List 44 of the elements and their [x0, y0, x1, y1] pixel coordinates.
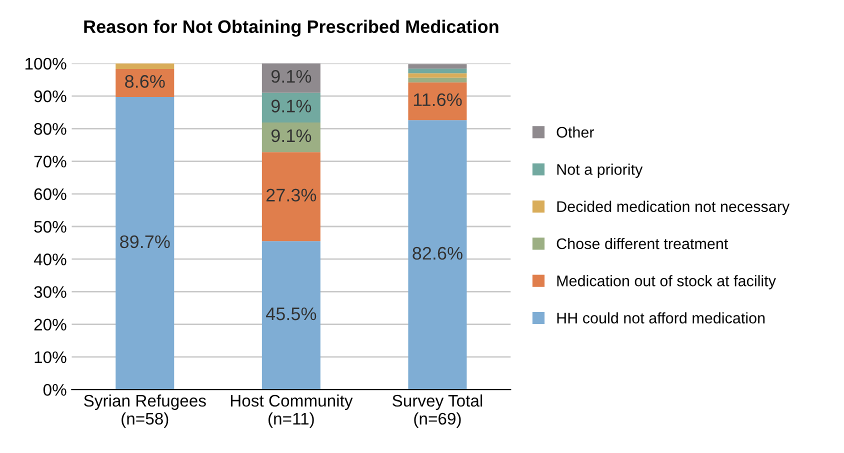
data-label: 45.5%: [266, 308, 316, 320]
legend-label: Decided medication not necessary: [557, 200, 790, 216]
legend-label: Other: [556, 126, 594, 138]
data-label: 89.7%: [120, 235, 170, 248]
chart-title: Reason for Not Obtaining Prescribed Medication: [84, 20, 498, 37]
legend-label: Medication out of stock at facility: [557, 275, 776, 290]
bar: [408, 120, 467, 390]
bar: [116, 63, 174, 69]
y-tick-label: 80%: [34, 123, 66, 135]
bar: [262, 241, 320, 390]
bar: [408, 82, 467, 120]
x-tick-label: Host Community (n=11): [230, 394, 353, 428]
y-tick-label: 100%: [26, 58, 66, 70]
bar: [408, 73, 467, 78]
data-label: 82.6%: [412, 246, 462, 260]
y-tick-label: 30%: [34, 286, 66, 298]
bar: [262, 63, 320, 93]
data-label: 27.3%: [266, 188, 316, 202]
y-tick-label: 50%: [34, 220, 66, 233]
bar: [116, 97, 174, 390]
data-label: 9.1%: [271, 129, 312, 142]
bar: [408, 64, 467, 69]
y-tick-label: 90%: [34, 90, 66, 102]
data-label: 9.1%: [271, 70, 312, 83]
y-tick-label: 40%: [34, 254, 66, 266]
bar: [116, 68, 174, 98]
y-tick-label: 10%: [34, 351, 66, 364]
bar: [262, 152, 320, 242]
legend-label: Chose different treatment: [556, 238, 728, 250]
data-label: 8.6%: [125, 75, 165, 88]
x-tick-label: Syrian Refugees (n=58): [84, 394, 206, 428]
legend-label: Not a priority: [557, 164, 643, 178]
x-tick-label: Survey Total (n=69): [392, 394, 482, 428]
bar: [262, 122, 320, 152]
bar: [262, 92, 320, 122]
y-tick-label: 70%: [34, 156, 66, 168]
bar: [408, 68, 467, 74]
bar: [408, 78, 467, 82]
y-tick-label: 0%: [43, 384, 66, 396]
y-tick-label: 20%: [34, 318, 66, 331]
data-label: 9.1%: [271, 100, 312, 112]
legend-label: HH could not afford medication: [557, 312, 765, 324]
y-tick-label: 60%: [34, 188, 66, 200]
data-label: 11.6%: [414, 93, 462, 106]
